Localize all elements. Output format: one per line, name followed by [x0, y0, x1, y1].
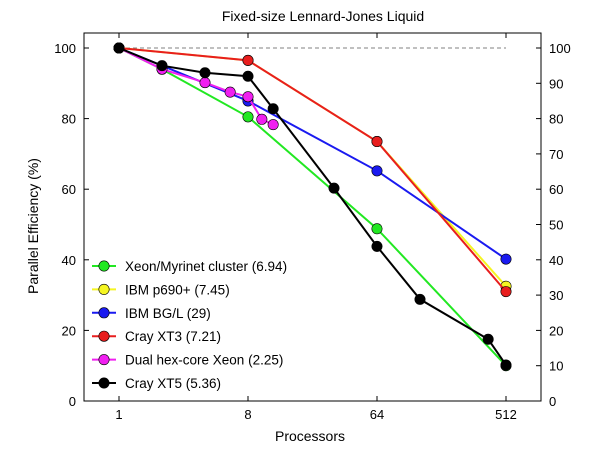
plot-frame — [83, 32, 542, 402]
data-point — [482, 333, 494, 345]
y-tick-label: 0 — [69, 394, 76, 409]
y-tick-label: 80 — [62, 112, 76, 127]
legend-swatch-marker — [98, 260, 110, 272]
legend-item: Cray XT3 (7.21) — [92, 329, 221, 344]
y2-tick-label: 70 — [549, 147, 563, 162]
series-line — [118, 47, 507, 366]
data-point — [371, 240, 383, 252]
y2-tick-label: 30 — [549, 288, 563, 303]
legend-swatch-marker — [98, 354, 110, 366]
x-axis-label: Processors — [275, 428, 345, 444]
series-line — [118, 47, 507, 260]
legend-item: IBM BG/L (29) — [92, 306, 211, 321]
data-point — [242, 54, 254, 66]
data-point — [156, 60, 168, 72]
y2-tick-label: 40 — [549, 253, 563, 268]
plot-series — [113, 42, 512, 372]
data-point — [371, 136, 383, 148]
series-line — [118, 47, 507, 293]
y2-tick-label: 50 — [549, 218, 563, 233]
y-tick-label: 40 — [62, 253, 76, 268]
legend-item: Xeon/Myrinet cluster (6.94) — [92, 259, 287, 274]
series-5 — [113, 42, 512, 371]
x-tick-label: 1 — [115, 407, 122, 422]
data-point — [328, 182, 340, 194]
y2-tick-label: 60 — [549, 182, 563, 197]
data-point — [256, 113, 268, 125]
legend-label: Xeon/Myrinet cluster (6.94) — [125, 259, 287, 274]
legend-item: Dual hex-core Xeon (2.25) — [92, 353, 283, 368]
y-tick-label: 60 — [62, 182, 76, 197]
data-point — [500, 359, 512, 371]
legend: Xeon/Myrinet cluster (6.94) IBM p690+ (7.… — [92, 259, 287, 391]
data-point — [500, 286, 512, 298]
data-point — [199, 77, 211, 89]
legend-swatch-marker — [98, 307, 110, 319]
legend-item: Cray XT5 (5.36) — [92, 376, 221, 391]
legend-label: Cray XT5 (5.36) — [125, 376, 221, 391]
data-point — [242, 111, 254, 123]
data-point — [414, 293, 426, 305]
legend-label: Cray XT3 (7.21) — [125, 329, 221, 344]
y-tick-label: 20 — [62, 323, 76, 338]
x-tick-label: 512 — [495, 407, 517, 422]
data-point — [267, 119, 279, 131]
y2-tick-label: 100 — [549, 41, 571, 56]
y2-tick-label: 0 — [549, 394, 556, 409]
data-point — [371, 165, 383, 177]
y2-tick-label: 90 — [549, 76, 563, 91]
data-point — [113, 42, 125, 54]
legend-swatch-marker — [98, 377, 110, 389]
y2-tick-label: 10 — [549, 359, 563, 374]
axes: 1 8 64 512 0 20 40 60 80 100 0 10 20 30 40 50 60 70 80 90 10… — [54, 32, 571, 422]
legend-label: IBM p690+ (7.45) — [125, 282, 230, 297]
y2-tick-label: 80 — [549, 112, 563, 127]
legend-label: Dual hex-core Xeon (2.25) — [125, 353, 283, 368]
legend-label: IBM BG/L (29) — [125, 306, 211, 321]
x-tick-label: 8 — [244, 407, 251, 422]
y-tick-label: 100 — [54, 41, 76, 56]
x-tick-label: 64 — [370, 407, 384, 422]
legend-swatch-marker — [98, 330, 110, 342]
chart-title: Fixed-size Lennard-Jones Liquid — [222, 8, 424, 24]
data-point — [242, 70, 254, 82]
data-point — [242, 91, 254, 103]
y2-tick-label: 20 — [549, 323, 563, 338]
legend-item: IBM p690+ (7.45) — [92, 282, 230, 297]
data-point — [371, 223, 383, 235]
data-point — [267, 103, 279, 115]
data-point — [500, 253, 512, 265]
data-point — [199, 67, 211, 79]
y-axis-label: Parallel Efficiency (%) — [25, 158, 41, 294]
data-point — [224, 86, 236, 98]
legend-swatch-marker — [98, 283, 110, 295]
